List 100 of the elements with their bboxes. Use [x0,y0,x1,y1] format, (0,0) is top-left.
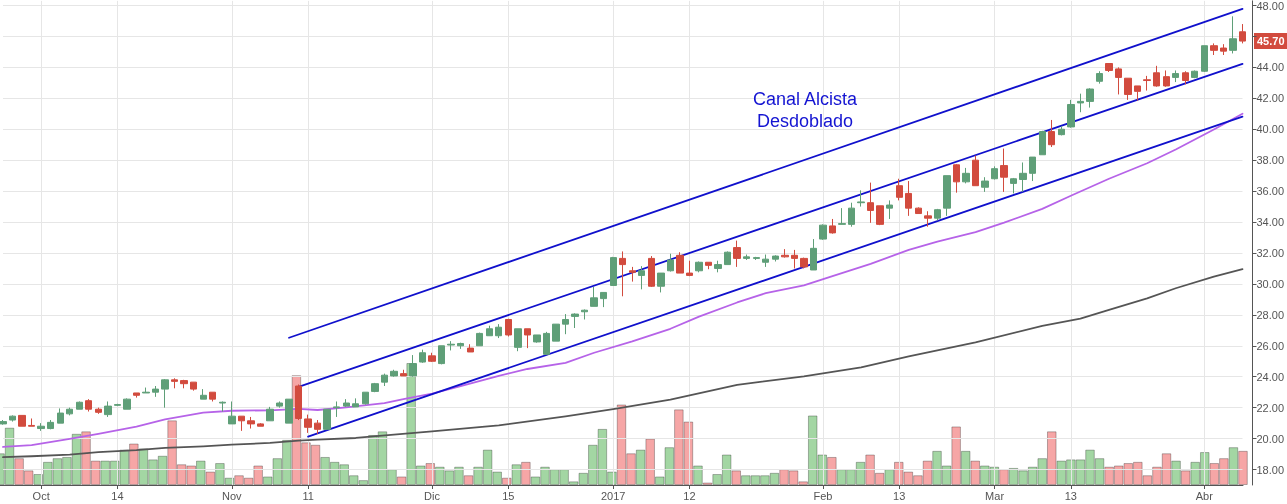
x-tick-label: Abr [1195,489,1214,502]
candlestick [562,313,569,335]
candlestick [304,414,312,434]
candlestick [1124,77,1132,101]
candlestick [638,265,645,290]
annotation: Canal Alcista Desdoblado [752,89,859,131]
candlestick [543,331,550,356]
candlestick [257,422,264,427]
candlestick [428,352,436,363]
x-tick-label: Feb [813,489,833,502]
candlestick [819,223,827,241]
x-tick-label: 2017 [600,489,626,502]
candlestick [667,253,674,273]
x-tick-label: Dic [424,489,441,502]
candlestick [142,387,150,394]
candlestick [924,210,932,228]
candlestick [619,250,626,297]
candlestick [18,414,26,427]
candlestick [343,398,350,408]
candlestick [161,378,169,409]
candlestick [390,369,398,378]
candlestick [104,400,112,418]
candlestick [1086,87,1094,109]
x-tick-label: 14 [111,489,124,502]
candlestick [95,407,102,415]
candlestick [1067,99,1075,129]
candlestick [266,406,274,422]
candlestick [400,369,407,377]
x-tick-label: 13 [1064,489,1077,502]
x-tick-label: 11 [302,489,314,502]
candlestick [552,323,560,342]
candlestick [1239,23,1246,44]
x-tick-label: Oct [32,489,50,502]
candlestick [791,249,798,269]
candlestick [762,254,769,268]
candlestick [314,419,321,435]
candlestick [37,422,45,432]
y-tick-label: 30.00 [1256,277,1284,290]
candlestick [152,385,159,398]
y-tick-label: 40.00 [1256,123,1284,136]
x-tick-label: 13 [893,489,906,502]
candlestick [28,417,35,427]
candlestick [323,408,331,431]
candlestick [486,325,493,337]
candlestick [0,419,7,426]
candlestick [209,391,216,402]
candlestick [1029,156,1036,182]
candlestick [180,379,188,389]
candlestick [1039,130,1046,156]
candlestick [1077,93,1084,113]
candlestick [1163,69,1170,88]
candlestick [810,238,817,271]
candlestick [648,255,655,288]
candlestick [743,254,750,261]
candlestick [514,328,522,352]
y-tick-label: 44.00 [1256,61,1284,74]
candlestick [1143,75,1151,92]
y-tick-label: 26.00 [1256,339,1284,352]
candlestick [447,340,455,351]
x-tick-label: Nov [222,489,243,502]
y-tick-label: 20.00 [1256,432,1284,445]
candlestick [657,272,665,293]
candlestick [1105,63,1113,73]
candlestick [371,382,379,393]
candlestick [419,349,426,364]
candlestick [972,155,979,187]
candlestick [1019,162,1027,193]
candlestick [714,260,722,273]
y-tick-label: 42.00 [1256,92,1284,105]
candlestick [467,343,474,353]
candlestick [457,342,464,350]
candlestick [962,167,970,184]
candlestick [867,182,874,224]
candlestick [285,398,293,424]
candlestick [676,251,684,274]
candlestick [1229,15,1237,54]
candlestick [352,397,359,408]
candlestick [533,334,541,344]
x-tick-label: Mar [985,489,1005,502]
candlestick [247,416,255,430]
candlestick [753,256,760,261]
y-tick-label: 36.00 [1256,185,1284,198]
x-tick-label: 12 [683,489,696,502]
text: 45.70 [1257,35,1285,48]
candlestick [1182,70,1189,85]
candlestick [629,266,636,283]
y-tick-label: 32.00 [1256,246,1284,259]
candlestick [123,397,131,410]
candlestick [1172,69,1179,83]
candlestick [838,207,846,225]
candlestick [934,208,941,221]
candlestick [905,180,912,217]
candlestick [724,250,731,266]
candlestick [581,308,588,320]
candlestick [953,163,960,194]
y-tick-label: 22.00 [1256,401,1284,414]
candlestick [610,256,617,286]
candlestick [781,248,789,259]
candlestick [114,403,121,407]
candlestick [1010,177,1017,194]
